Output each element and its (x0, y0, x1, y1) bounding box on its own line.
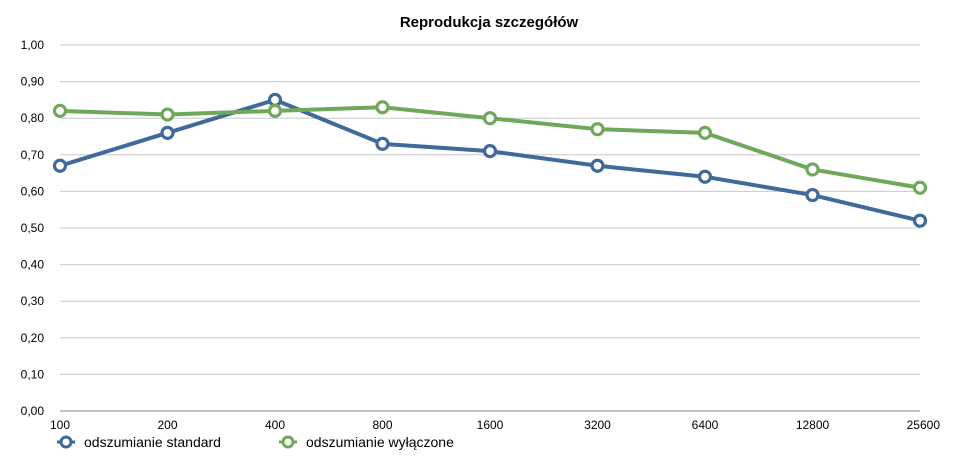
series-lines (52, 92, 928, 228)
data-point (912, 180, 928, 195)
data-point (375, 100, 390, 115)
data-point (697, 169, 713, 184)
x-tick-label: 1600 (477, 418, 504, 432)
y-tick-label: 0,10 (21, 367, 45, 381)
data-point (52, 103, 68, 118)
legend-item: odszumianie standard (57, 434, 221, 450)
data-point (697, 125, 713, 140)
x-axis-tick-labels: 100 200 400 800 1600 3200 6400 12800 25600 (50, 418, 940, 432)
series-1 (52, 92, 928, 228)
data-point (482, 111, 498, 126)
legend-item: odszumianie wyłączone (279, 434, 454, 450)
legend: odszumianie standard odszumianie wyłączon… (57, 434, 454, 450)
legend-marker (59, 435, 73, 449)
x-tick-label: 3200 (584, 418, 611, 432)
gridlines (60, 44, 920, 412)
data-point (805, 162, 820, 177)
data-point (267, 103, 283, 118)
y-tick-label: 0,90 (21, 75, 45, 89)
legend-label: odszumianie wyłączone (306, 434, 454, 450)
x-tick-label: 12800 (796, 418, 830, 432)
data-point (912, 213, 928, 228)
x-tick-label: 400 (265, 418, 285, 432)
x-tick-label: 100 (50, 418, 70, 432)
data-point (52, 158, 68, 173)
data-point (160, 107, 175, 122)
legend-label: odszumianie standard (84, 434, 221, 450)
data-point (160, 125, 175, 140)
y-axis-tick-labels: 0,00 0,10 0,20 0,30 0,40 0,50 0,60 0,70 0,80 0,90… (21, 38, 45, 418)
data-point (590, 158, 605, 173)
data-point (267, 92, 283, 108)
chart-title: Reprodukcja szczegółów (400, 14, 579, 31)
data-point (482, 144, 498, 159)
legend-marker (281, 435, 295, 449)
x-tick-label: 25600 (907, 418, 941, 432)
y-tick-label: 1,00 (21, 38, 45, 52)
y-tick-label: 0,60 (21, 184, 45, 198)
y-tick-label: 0,70 (21, 148, 45, 162)
y-tick-label: 0,00 (21, 404, 45, 418)
data-point (590, 122, 605, 137)
series-2 (52, 100, 928, 195)
y-tick-label: 0,80 (21, 111, 45, 125)
data-point (805, 187, 820, 203)
y-tick-label: 0,20 (21, 331, 45, 345)
x-tick-label: 6400 (692, 418, 719, 432)
y-tick-label: 0,50 (21, 221, 45, 235)
x-tick-label: 800 (372, 418, 392, 432)
y-tick-label: 0,30 (21, 294, 45, 308)
y-tick-label: 0,40 (21, 258, 45, 272)
data-point (375, 136, 390, 151)
x-tick-label: 200 (157, 418, 177, 432)
